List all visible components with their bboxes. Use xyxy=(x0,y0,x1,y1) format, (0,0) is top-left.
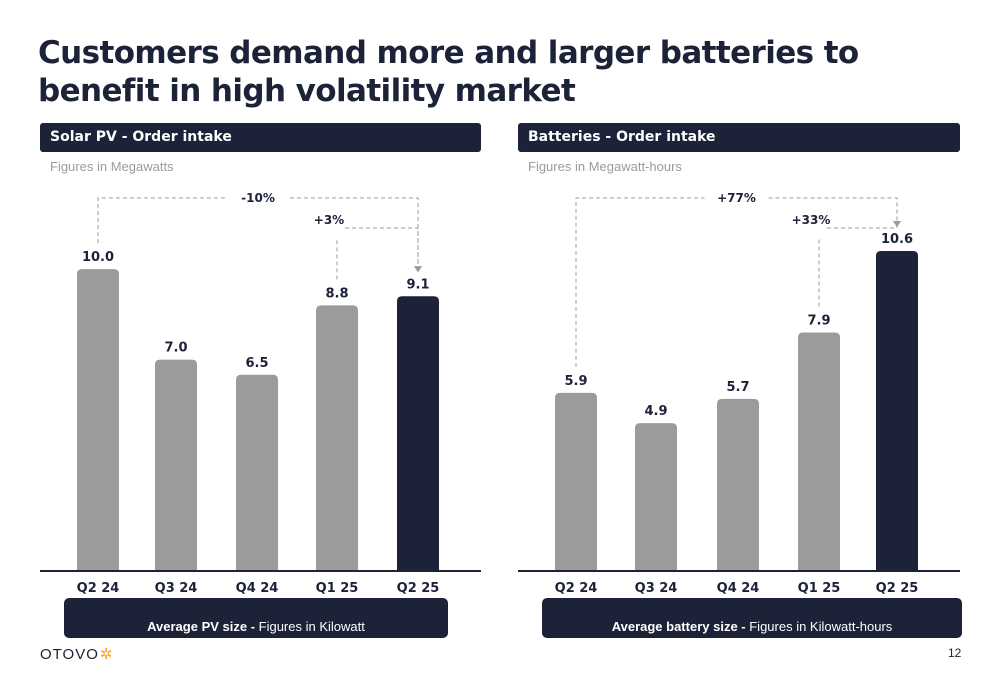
solar-category-label: Q2 25 xyxy=(397,581,440,596)
sun-icon: ✲ xyxy=(99,646,114,663)
batteries-growth-bracket xyxy=(575,197,705,367)
solar-avg-size-caption: Average PV size - Figures in Kilowatt xyxy=(64,619,448,634)
solar-bar-q2-24 xyxy=(77,269,119,571)
batteries-growth-label: +33% xyxy=(792,213,831,227)
batteries-growth-bracket xyxy=(827,227,898,229)
batteries-avg-size-unit: Figures in Kilowatt-hours xyxy=(745,619,893,634)
solar-growth-bracket xyxy=(290,197,419,273)
solar-avg-size-unit: Figures in Kilowatt xyxy=(255,619,365,634)
batteries-order-intake-chart: 5.9 4.9 5.7 7.9 10.6 Q2 24 Q3 24 Q4 24 Q1 25 Q2 2… xyxy=(518,191,960,620)
batteries-category-label: Q2 25 xyxy=(876,581,919,596)
batteries-value-label: 10.6 xyxy=(881,232,913,247)
batteries-avg-size-strip: Average battery size - Figures in Kilowa… xyxy=(542,598,962,638)
otovo-logo: OTOVO✲ xyxy=(40,645,113,663)
batteries-bar-q2-24 xyxy=(555,392,597,571)
batteries-arrowhead-icon xyxy=(893,221,901,227)
batteries-category-label: Q1 25 xyxy=(798,581,841,596)
solar-growth-bracket xyxy=(345,227,419,273)
batteries-avg-size-label: Average battery size - xyxy=(611,619,746,634)
solar-category-label: Q1 25 xyxy=(316,581,359,596)
solar-bar-q3-24 xyxy=(155,359,197,571)
solar-bar-q4-24 xyxy=(236,374,278,571)
batteries-bar-q4-24 xyxy=(717,398,759,571)
solar-value-label: 10.0 xyxy=(82,250,114,265)
solar-bar-q2-25 xyxy=(397,296,439,571)
batteries-value-label: 5.9 xyxy=(564,374,587,389)
solar-growth-label: -10% xyxy=(241,191,275,205)
solar-panel-subtitle: Figures in Megawatts xyxy=(50,159,174,174)
batteries-bar-q1-25 xyxy=(798,332,840,571)
solar-value-label: 8.8 xyxy=(325,286,348,301)
page-title: Customers demand more and larger batteri… xyxy=(38,35,859,109)
solar-value-label: 6.5 xyxy=(245,356,268,371)
batteries-value-label: 7.9 xyxy=(807,314,830,329)
batteries-value-label: 4.9 xyxy=(644,404,667,419)
batteries-category-label: Q2 24 xyxy=(555,581,598,596)
page-number: 12 xyxy=(948,646,962,660)
batteries-avg-size-caption: Average battery size - Figures in Kilowa… xyxy=(542,619,962,634)
solar-category-label: Q4 24 xyxy=(236,581,279,596)
batteries-bar-q2-25 xyxy=(876,251,918,571)
solar-panel-header: Solar PV - Order intake xyxy=(40,123,481,152)
batteries-panel-subtitle: Figures in Megawatt-hours xyxy=(528,159,682,174)
batteries-value-label: 5.7 xyxy=(726,380,749,395)
solar-value-label: 9.1 xyxy=(406,277,429,292)
batteries-category-label: Q3 24 xyxy=(635,581,678,596)
batteries-category-label: Q4 24 xyxy=(717,581,760,596)
solar-avg-size-strip: Average PV size - Figures in Kilowatt xyxy=(64,598,448,638)
batteries-growth-label: +77% xyxy=(717,191,756,205)
solar-growth-bracket xyxy=(97,197,226,244)
batteries-growth-bracket xyxy=(768,197,898,227)
solar-value-label: 7.0 xyxy=(164,341,187,356)
solar-category-label: Q3 24 xyxy=(155,581,198,596)
solar-avg-size-label: Average PV size - xyxy=(147,619,256,634)
solar-bar-q1-25 xyxy=(316,305,358,571)
solar-growth-label: +3% xyxy=(314,213,344,227)
solar-order-intake-chart: 10.0 7.0 6.5 8.8 9.1 Q2 24 Q3 24 Q4 24 Q1 25 Q2 2… xyxy=(40,191,481,620)
otovo-logo-text: OTOVO xyxy=(40,646,99,663)
batteries-bar-q3-24 xyxy=(635,423,677,571)
solar-category-label: Q2 24 xyxy=(77,581,120,596)
batteries-panel-header: Batteries - Order intake xyxy=(518,123,960,152)
solar-arrowhead-icon xyxy=(414,266,422,273)
